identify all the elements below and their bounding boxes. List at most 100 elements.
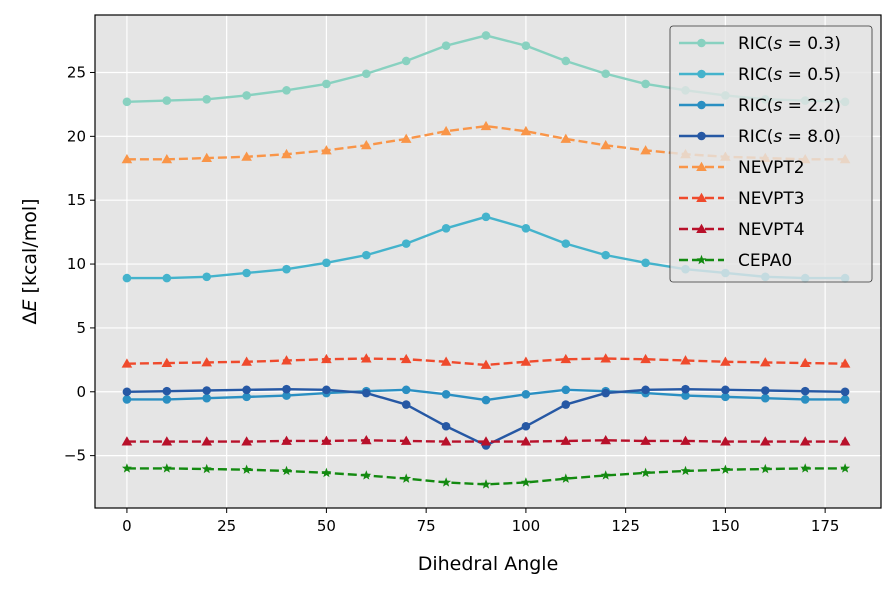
data-point [441,390,451,399]
data-point [520,477,531,487]
x-tick-label: 125 [611,517,640,535]
legend-item: NEVPT4 [679,220,805,240]
data-point [839,436,851,446]
series-7 [121,463,851,489]
data-point [760,386,770,395]
data-point [640,353,651,364]
data-point [799,357,811,368]
data-point [600,139,612,150]
data-point [400,353,412,364]
series-5 [121,353,851,369]
data-point [241,151,252,161]
data-point [241,436,252,446]
y-axis-title: ΔE [kcal/mol] [19,198,41,324]
data-point [321,435,332,445]
data-point [201,463,212,474]
x-tick-label: 0 [122,517,132,535]
data-point [202,386,212,395]
data-point [321,145,332,155]
data-point [441,41,451,50]
data-point [282,264,291,274]
x-tick-label: 150 [711,517,740,535]
data-point [520,436,532,446]
data-point [600,353,612,363]
data-point [282,384,291,394]
data-point [641,79,650,89]
data-point [242,392,251,402]
legend-label: RIC(s = 8.0) [738,127,841,147]
data-point [241,464,252,474]
data-point [720,464,731,474]
legend-label: NEVPT3 [738,189,805,209]
data-point [680,465,691,476]
legend-marker [697,69,706,79]
data-point [401,239,411,248]
y-tick-label: 0 [76,383,86,401]
legend-marker [696,161,707,171]
data-point [401,56,411,66]
data-point [121,463,132,473]
data-point [480,359,492,369]
data-point [720,436,731,446]
legend-label: RIC(s = 2.2) [738,96,841,116]
data-point [201,436,213,446]
data-point [800,386,810,396]
data-point [840,395,850,404]
data-point [721,385,730,395]
data-point [521,223,531,233]
data-point [440,436,452,446]
data-point [480,120,492,131]
legend-marker [696,254,707,265]
data-point [162,96,172,105]
data-point [481,212,491,222]
legend-item: RIC(s = 0.3) [679,34,841,54]
data-point [601,69,611,79]
legend-item: NEVPT3 [679,189,805,209]
data-point [361,139,372,150]
x-tick-label: 100 [512,517,541,535]
data-point [600,470,611,480]
data-point [760,463,771,474]
legend: RIC(s = 0.3) RIC(s = 0.5) RIC(s = 2.2) RIC(… [669,25,873,283]
data-point [561,239,571,248]
data-point [521,390,531,399]
data-point [560,473,571,483]
data-point [441,223,451,233]
legend-marker [697,131,706,141]
legend-box [669,25,873,283]
data-point [840,463,851,473]
data-point [759,436,771,446]
data-point [521,41,531,50]
legend-label: CEPA0 [738,251,792,271]
y-tick-label: 5 [76,319,86,337]
data-point [561,385,571,395]
data-point [720,356,731,366]
data-point [640,467,651,478]
data-point [441,477,452,487]
data-point [322,79,331,89]
data-point [161,436,173,446]
legend-label: RIC(s = 0.5) [738,65,841,85]
data-point [520,356,532,366]
data-point [322,258,331,268]
data-point [800,395,810,404]
data-point [601,250,611,260]
data-point [640,145,651,155]
y-tick-label: −5 [64,447,86,465]
data-point [641,258,650,268]
legend-item: NEVPT2 [679,158,805,178]
data-point [721,392,730,402]
legend-label: RIC(s = 0.3) [738,34,841,54]
data-point [281,148,292,159]
data-point [321,467,332,478]
data-point [161,154,173,164]
data-point [281,435,292,445]
y-tick-label: 15 [67,191,86,209]
data-point [799,436,811,446]
y-tick-label: 10 [67,255,86,273]
data-point [560,133,572,143]
data-point [202,94,212,104]
data-point [401,385,411,395]
data-point [162,273,172,283]
